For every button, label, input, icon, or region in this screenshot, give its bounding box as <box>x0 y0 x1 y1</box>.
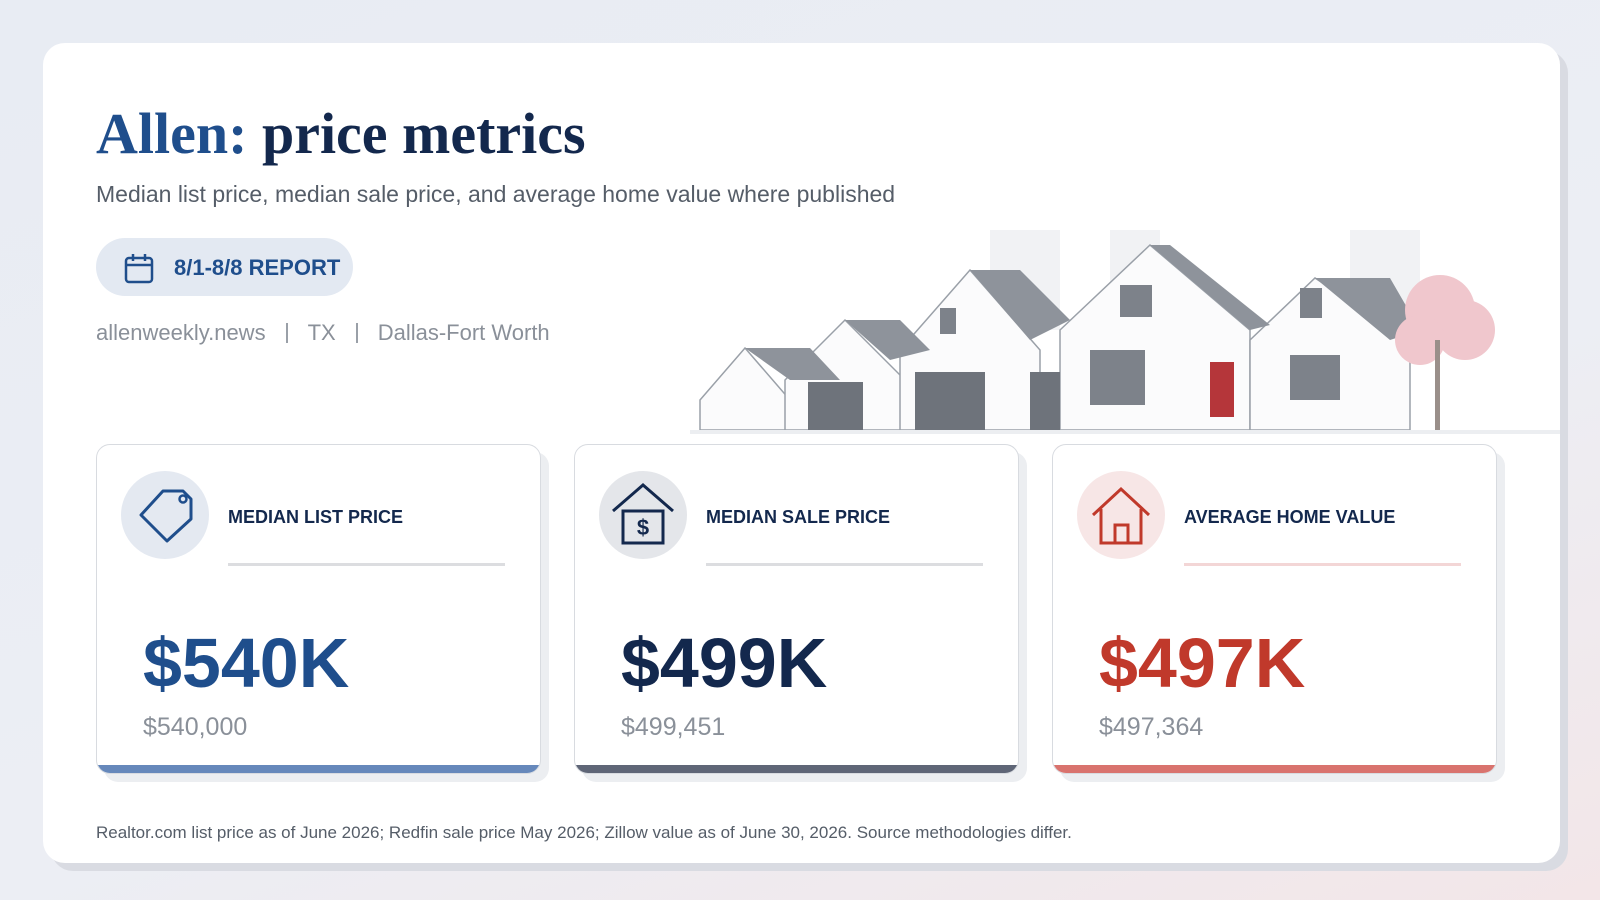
title-text: price metrics <box>261 101 586 166</box>
card-value: $499K <box>621 624 828 702</box>
title: Allen: price metrics <box>96 100 586 167</box>
accent-bar <box>575 765 1018 773</box>
separator <box>355 323 358 343</box>
meta-region: Dallas-Fort Worth <box>377 320 550 345</box>
card-value: $497K <box>1099 624 1306 702</box>
sale-icon: $ <box>599 471 687 559</box>
svg-text:$: $ <box>637 515 649 540</box>
card-label: AVERAGE HOME VALUE <box>1184 507 1396 527</box>
divider <box>228 563 505 566</box>
calendar-icon <box>124 254 154 284</box>
meta: allenweekly.news TX Dallas-Fort Worth <box>96 320 550 346</box>
tag-icon <box>121 471 209 559</box>
divider <box>1184 563 1461 566</box>
card-label: MEDIAN SALE PRICE <box>706 507 891 527</box>
metric-card: MEDIAN LIST PRICE $540K $540,000 <box>96 444 541 774</box>
card-detail: $497,364 <box>1099 713 1204 741</box>
accent-bar <box>1053 765 1496 773</box>
metric-card: AVERAGE HOME VALUE $497K $497,364 <box>1052 444 1497 774</box>
card-detail: $499,451 <box>621 713 726 741</box>
card-label: MEDIAN LIST PRICE <box>228 507 404 527</box>
badge-text: 8/1-8/8 REPORT <box>174 255 341 280</box>
date-badge: 8/1-8/8 REPORT <box>96 238 353 296</box>
accent-bar <box>97 765 540 773</box>
meta-source: allenweekly.news <box>96 320 266 345</box>
meta-state: TX <box>307 320 336 345</box>
title-city: Allen: <box>96 101 248 166</box>
card-detail: $540,000 <box>143 713 248 741</box>
home-icon <box>1077 471 1165 559</box>
footnote: Realtor.com list price as of June 2026; … <box>96 823 1072 842</box>
divider <box>706 563 983 566</box>
card-value: $540K <box>143 624 350 702</box>
separator <box>285 323 288 343</box>
subtitle: Median list price, median sale price, an… <box>96 181 896 207</box>
house-illustration <box>690 230 1560 434</box>
metric-card: $ MEDIAN SALE PRICE $499K $499,451 <box>574 444 1019 774</box>
